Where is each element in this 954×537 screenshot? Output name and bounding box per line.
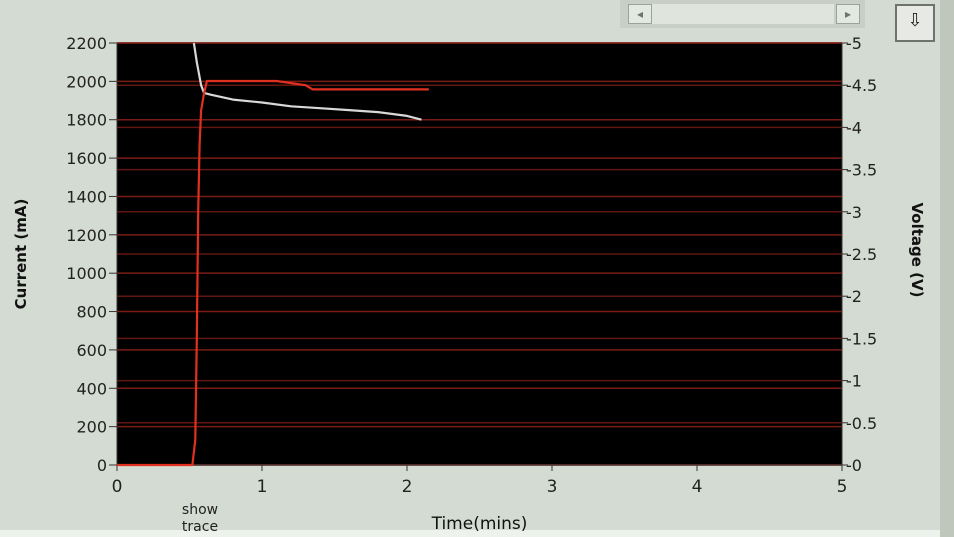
window-edge (940, 0, 954, 537)
x-tick-label: 4 (692, 477, 703, 497)
y2-tick-label: -5 (846, 34, 862, 53)
y-axis-ticks: 0 200 400 600 800 1000 1200 1400 1600 1800 2000 220… (66, 34, 117, 475)
window-bottom-edge (0, 530, 940, 537)
arrow-right-icon: ▸ (844, 7, 852, 21)
y-axis-label: Current (mA) (12, 199, 30, 310)
scroll-right-button[interactable]: ▸ (836, 4, 860, 24)
current-trace-line (192, 42, 422, 121)
y2-tick-label: -0.5 (846, 414, 877, 433)
scroll-left-button[interactable]: ◂ (628, 4, 652, 24)
y-tick-label: 1800 (66, 111, 107, 130)
y2-tick-label: -0 (846, 456, 862, 475)
y2-tick-label: -4 (846, 118, 862, 137)
y-tick-label: 1000 (66, 264, 107, 283)
gridlines (116, 42, 843, 469)
series-group (117, 42, 429, 467)
y-tick-label: 200 (76, 418, 107, 437)
y2-tick-label: -4.5 (846, 76, 877, 95)
x-axis-label: Time(mins) (431, 514, 528, 534)
scroll-thumb[interactable] (652, 4, 834, 24)
y-tick-label: 1400 (66, 187, 107, 206)
y-tick-label: 800 (76, 303, 107, 322)
y-tick-label: 400 (76, 379, 107, 398)
arrow-down-icon: ⇩ (907, 10, 923, 31)
y-tick-label: 2000 (66, 72, 107, 91)
y2-axis-label: Voltage (V) (908, 203, 926, 298)
y-tick-label: 0 (97, 456, 107, 475)
voltage-trace-line (117, 79, 429, 467)
y2-tick-label: -3 (846, 203, 862, 222)
show-trace-label[interactable]: show trace (181, 502, 219, 535)
y-tick-label: 600 (76, 341, 107, 360)
y-tick-label: 2200 (66, 34, 107, 53)
x-axis-ticks: 0 1 2 3 4 5 (112, 465, 848, 497)
y2-tick-label: -1.5 (846, 329, 877, 348)
y-tick-label: 1200 (66, 226, 107, 245)
export-button[interactable]: ⇩ (895, 4, 935, 42)
x-tick-label: 2 (402, 477, 413, 497)
y-tick-label: 1600 (66, 149, 107, 168)
y2-tick-label: -3.5 (846, 161, 877, 180)
y2-tick-label: -2.5 (846, 245, 877, 264)
x-tick-label: 0 (112, 477, 123, 497)
x-tick-label: 3 (547, 477, 558, 497)
y2-axis-ticks: -0 -0.5 -1 -1.5 -2 -2.5 -3 -3.5 -4 -4.5 -5 (842, 34, 877, 475)
y2-tick-label: -1 (846, 372, 862, 391)
arrow-left-icon: ◂ (636, 7, 644, 21)
x-tick-label: 1 (257, 477, 268, 497)
y2-tick-label: -2 (846, 287, 862, 306)
x-tick-label: 5 (837, 477, 848, 497)
